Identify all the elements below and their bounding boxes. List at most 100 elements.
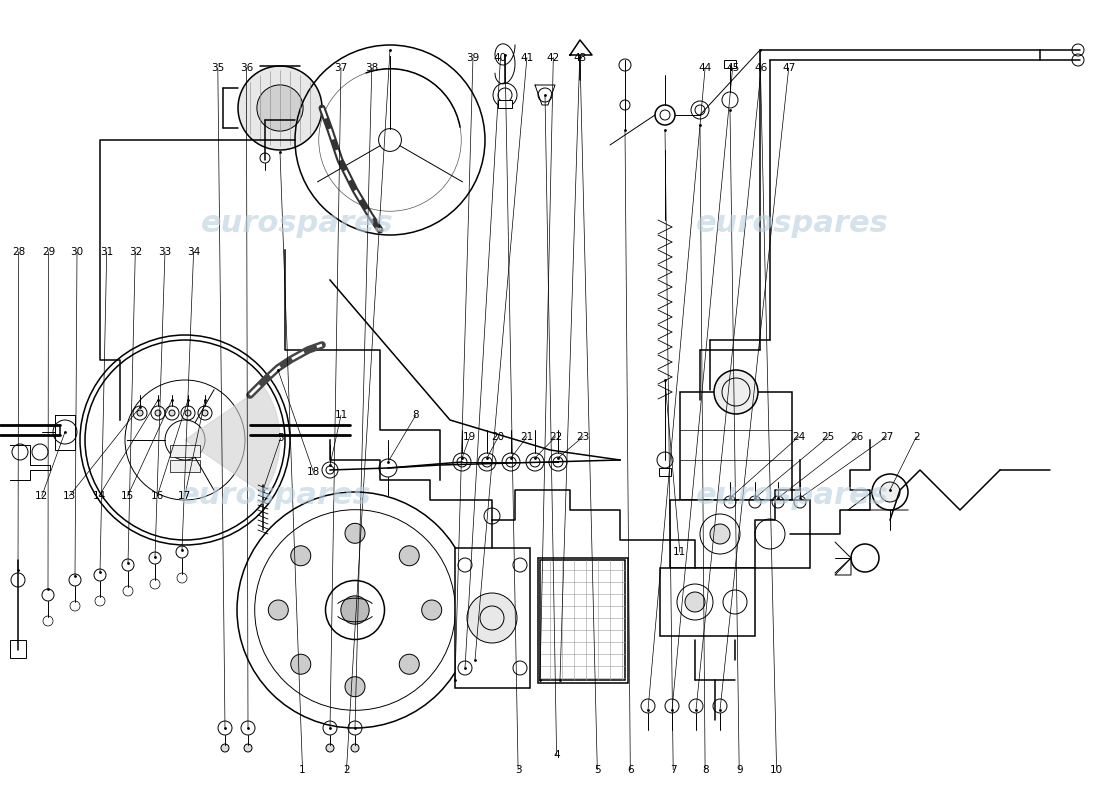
Text: 21: 21 <box>520 432 534 442</box>
Text: 1: 1 <box>299 765 306 774</box>
Bar <box>455 548 530 688</box>
Circle shape <box>399 546 419 566</box>
Text: 35: 35 <box>211 63 224 73</box>
Text: 33: 33 <box>158 247 172 257</box>
Text: 36: 36 <box>240 63 253 73</box>
Text: 8: 8 <box>412 410 419 420</box>
Text: 27: 27 <box>880 432 893 442</box>
Text: 9: 9 <box>736 765 743 774</box>
Polygon shape <box>185 386 280 494</box>
Text: 37: 37 <box>334 63 348 73</box>
Text: eurospares: eurospares <box>695 210 889 238</box>
Text: 23: 23 <box>576 432 590 442</box>
Text: 12: 12 <box>35 491 48 501</box>
Circle shape <box>202 410 208 416</box>
Circle shape <box>685 592 705 612</box>
Text: 43: 43 <box>573 53 586 62</box>
Text: 22: 22 <box>549 432 562 442</box>
Circle shape <box>238 66 322 150</box>
Circle shape <box>185 410 191 416</box>
Circle shape <box>880 482 900 502</box>
Text: 8: 8 <box>702 765 708 774</box>
Bar <box>659 468 671 476</box>
Text: 15: 15 <box>121 491 134 501</box>
Text: 5: 5 <box>594 765 601 774</box>
Text: 42: 42 <box>547 53 560 62</box>
Bar <box>540 560 625 680</box>
Bar <box>660 568 755 636</box>
Text: 47: 47 <box>782 63 795 73</box>
Circle shape <box>399 654 419 674</box>
Text: 46: 46 <box>755 63 768 73</box>
Text: 2: 2 <box>913 432 920 442</box>
Circle shape <box>290 546 311 566</box>
Text: eurospares: eurospares <box>200 210 394 238</box>
Circle shape <box>530 457 540 467</box>
Text: 44: 44 <box>698 63 712 73</box>
Text: 18: 18 <box>307 467 320 477</box>
Circle shape <box>345 523 365 543</box>
Text: 28: 28 <box>12 247 25 257</box>
Circle shape <box>482 457 492 467</box>
Text: 39: 39 <box>466 53 480 62</box>
Circle shape <box>456 457 468 467</box>
Text: 26: 26 <box>850 432 864 442</box>
Text: 4: 4 <box>553 750 560 760</box>
Text: 41: 41 <box>520 53 534 62</box>
Text: 6: 6 <box>627 765 634 774</box>
Text: eurospares: eurospares <box>178 482 372 510</box>
Circle shape <box>345 677 365 697</box>
Circle shape <box>169 410 175 416</box>
Circle shape <box>695 105 705 115</box>
Text: 14: 14 <box>92 491 106 501</box>
Circle shape <box>155 410 161 416</box>
Text: 11: 11 <box>673 547 686 557</box>
Text: 13: 13 <box>63 491 76 501</box>
Circle shape <box>421 600 442 620</box>
Circle shape <box>506 457 516 467</box>
Text: 45: 45 <box>726 63 739 73</box>
Text: 31: 31 <box>100 247 113 257</box>
Circle shape <box>378 129 402 151</box>
Circle shape <box>290 654 311 674</box>
Text: 2: 2 <box>343 765 350 774</box>
Text: 7: 7 <box>670 765 676 774</box>
Bar <box>170 460 200 472</box>
Circle shape <box>326 744 334 752</box>
Text: 10: 10 <box>770 765 783 774</box>
Bar <box>10 640 26 658</box>
Text: 40: 40 <box>494 53 507 62</box>
Text: 38: 38 <box>365 63 378 73</box>
Text: 32: 32 <box>129 247 142 257</box>
Bar <box>170 445 200 457</box>
Text: 17: 17 <box>178 491 191 501</box>
Circle shape <box>351 744 359 752</box>
Text: 16: 16 <box>151 491 164 501</box>
Bar <box>538 558 628 683</box>
Bar <box>724 60 736 68</box>
Bar <box>680 392 792 500</box>
Bar <box>670 500 810 568</box>
Text: 5: 5 <box>277 434 284 443</box>
Text: 24: 24 <box>792 432 805 442</box>
Text: 30: 30 <box>70 247 84 257</box>
Text: 11: 11 <box>334 410 348 420</box>
Circle shape <box>498 88 512 102</box>
Circle shape <box>257 85 304 131</box>
Circle shape <box>714 370 758 414</box>
Circle shape <box>326 466 334 474</box>
Text: eurospares: eurospares <box>695 482 889 510</box>
Bar <box>498 100 512 108</box>
Circle shape <box>221 744 229 752</box>
Text: 20: 20 <box>492 432 505 442</box>
Circle shape <box>341 596 370 624</box>
Circle shape <box>553 457 563 467</box>
Circle shape <box>468 593 517 643</box>
Text: 25: 25 <box>822 432 835 442</box>
Circle shape <box>268 600 288 620</box>
Text: 19: 19 <box>463 432 476 442</box>
Circle shape <box>138 410 143 416</box>
Text: 29: 29 <box>42 247 55 257</box>
Text: 34: 34 <box>187 247 200 257</box>
Circle shape <box>244 744 252 752</box>
